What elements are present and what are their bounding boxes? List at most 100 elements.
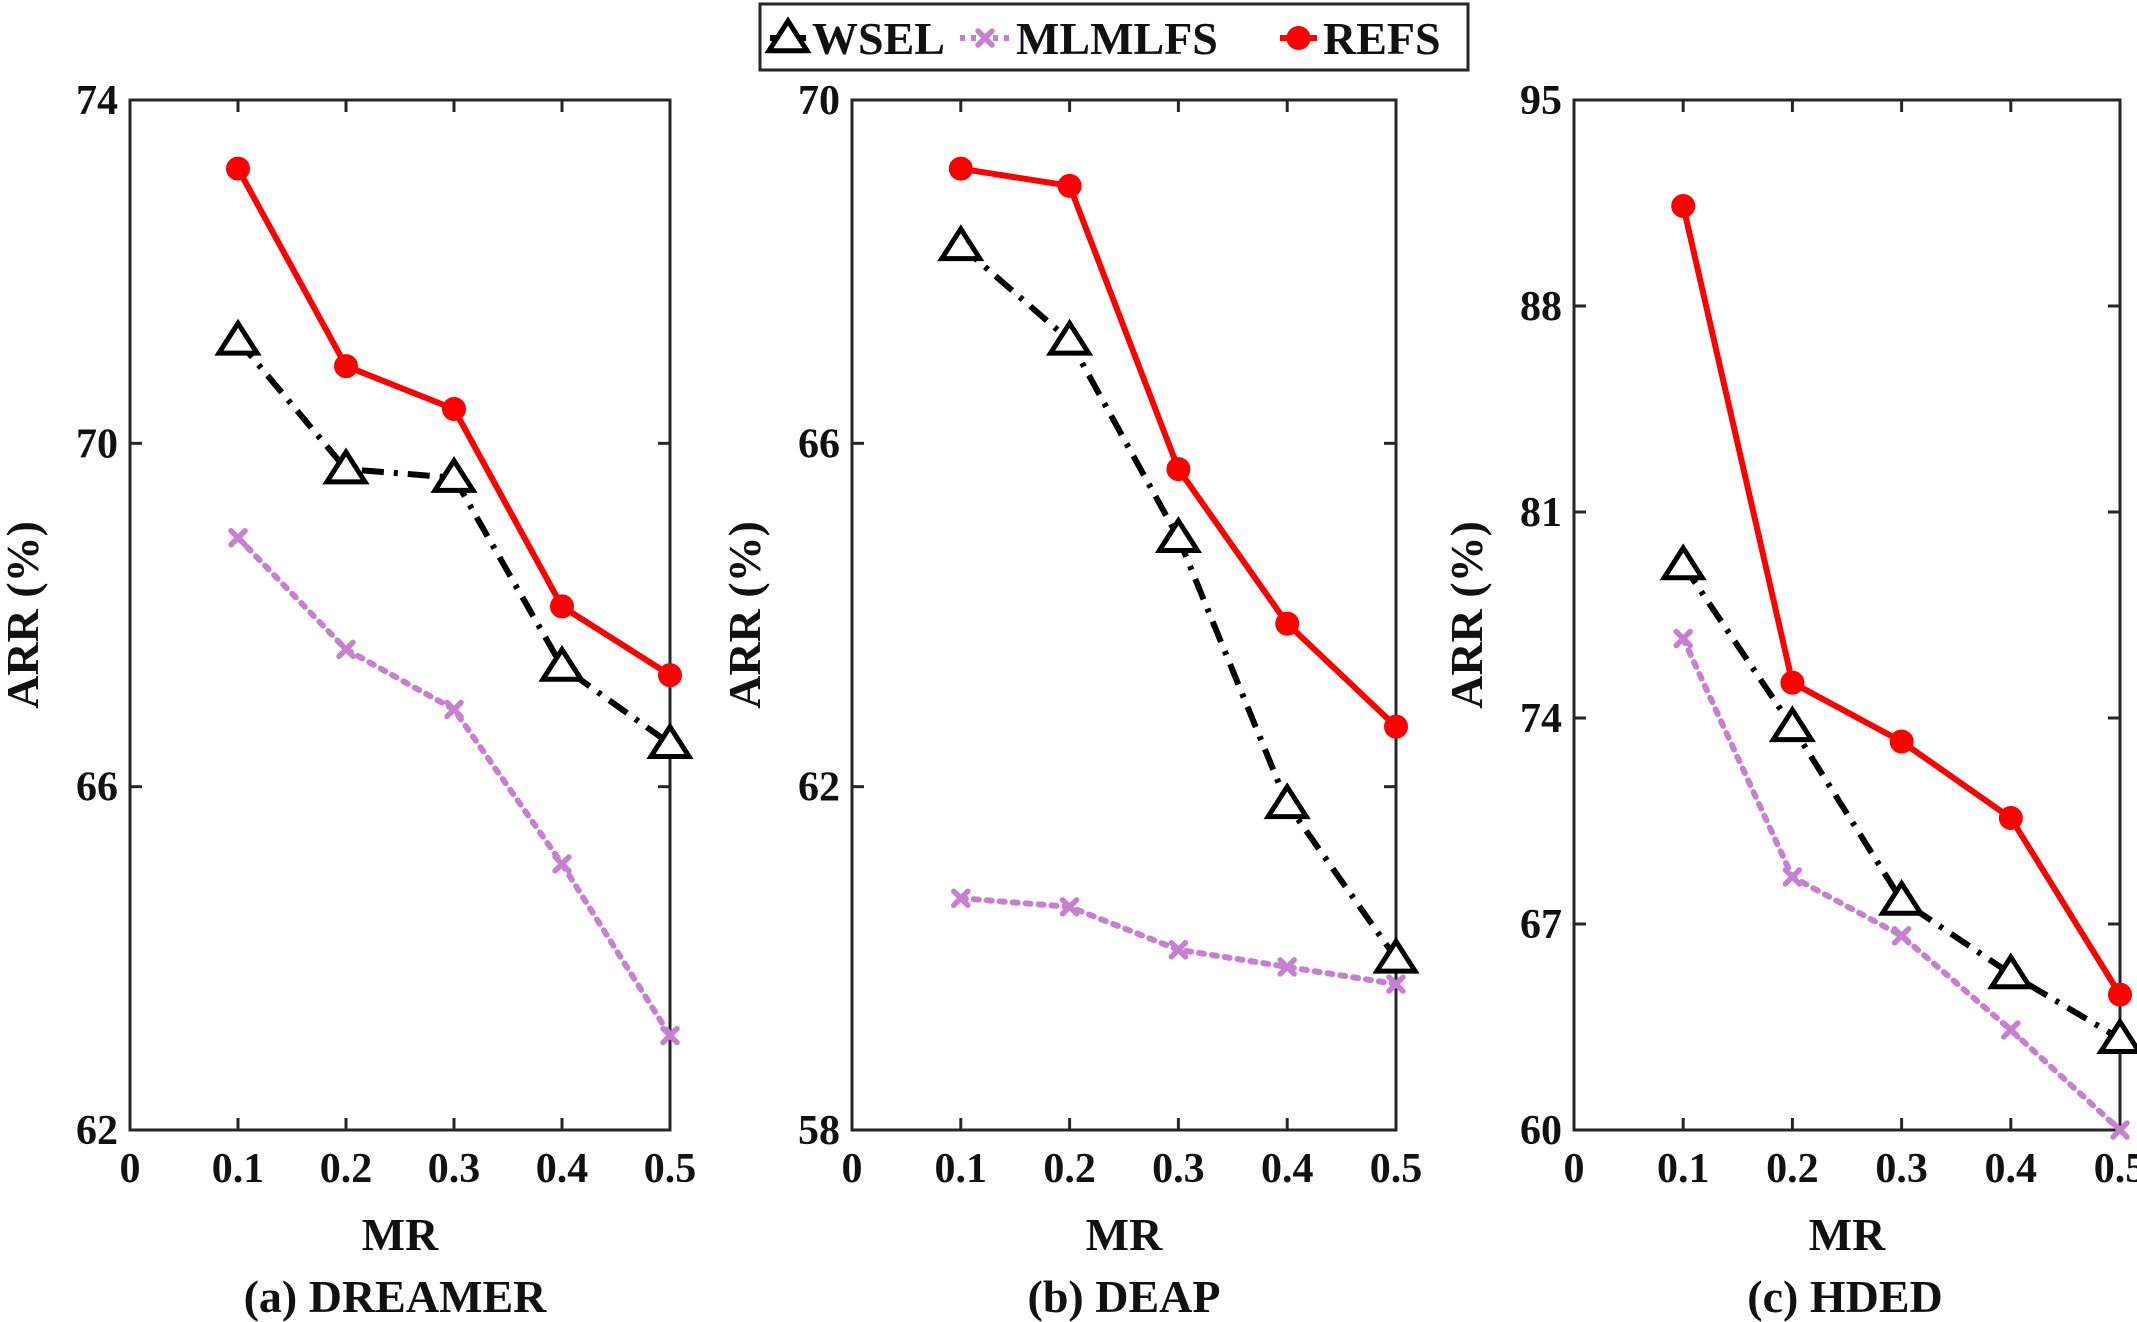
legend-label: WSEL (812, 13, 945, 64)
data-point-mlmlfs (336, 639, 356, 660)
data-point-wsel (2096, 1017, 2137, 1055)
x-axis-label: MR (1809, 1209, 1886, 1260)
data-point-refs (1998, 806, 2023, 831)
data-point-refs (226, 156, 250, 181)
data-point-mlmlfs (552, 854, 572, 874)
series-line-mlmlfs (957, 895, 1399, 988)
data-point-wsel (1372, 936, 1420, 974)
data-point-mlmlfs (2110, 1120, 2130, 1140)
data-point-refs (550, 594, 574, 619)
legend-entry-mlmlfs: MLMLFS (960, 13, 1218, 64)
data-point-wsel (1263, 782, 1311, 820)
y-tick-label: 74 (1520, 696, 1562, 742)
plot-frame (128, 98, 672, 1132)
data-point-refs (1166, 457, 1191, 482)
legend-label: MLMLFS (1016, 13, 1218, 64)
x-tick-label: 0.3 (1875, 1146, 1928, 1192)
panel-caption: (a) DREAMER (244, 1271, 548, 1322)
data-point-refs (1057, 173, 1082, 198)
data-point-mlmlfs (228, 528, 248, 548)
data-point-refs (1780, 670, 1805, 695)
y-tick-label: 62 (76, 1108, 118, 1154)
y-tick-label: 74 (76, 78, 118, 124)
y-tick-label: 70 (798, 78, 840, 124)
x-tick-label: 0.4 (536, 1146, 589, 1192)
legend-box (758, 2, 1470, 72)
series-line-wsel (958, 243, 1399, 961)
y-tick-label: 95 (1520, 78, 1562, 124)
series-wsel (1659, 543, 2137, 1055)
legend-marker (764, 16, 812, 54)
data-point-mlmlfs (1168, 940, 1189, 960)
series-line-refs (1680, 205, 2123, 997)
data-point-refs (948, 156, 973, 181)
data-point-wsel (430, 456, 478, 493)
x-tick-label: 0.3 (428, 1146, 481, 1192)
x-tick-label: 0.1 (1657, 1146, 1710, 1192)
data-point-refs (1275, 611, 1300, 636)
panel-caption: (c) HDED (1747, 1271, 1942, 1322)
y-tick-label: 81 (1520, 490, 1562, 536)
x-tick-label: 0 (120, 1146, 141, 1192)
series-wsel (214, 318, 694, 759)
series-wsel (937, 224, 1420, 974)
data-point-wsel (937, 224, 985, 262)
plot-frame (850, 98, 1398, 1132)
series-line-wsel (1680, 563, 2122, 1042)
series-mlmlfs (1673, 628, 2130, 1140)
data-point-wsel (1877, 878, 1926, 916)
legend-entry-wsel: WSEL (764, 13, 945, 64)
x-axis-label: MR (1086, 1209, 1163, 1260)
data-point-mlmlfs (660, 1025, 680, 1046)
data-point-refs (334, 354, 358, 379)
data-point-wsel (1987, 952, 2035, 990)
y-tick-label: 88 (1520, 284, 1562, 330)
x-tick-label: 0.5 (2094, 1146, 2137, 1192)
data-point-wsel (646, 722, 694, 759)
data-point-mlmlfs (1782, 867, 1803, 887)
data-point-wsel (1045, 318, 1094, 356)
data-point-mlmlfs (1673, 628, 1693, 649)
y-tick-label: 66 (798, 421, 840, 467)
x-tick-label: 0.2 (1043, 1146, 1096, 1192)
data-point-refs (1384, 714, 1408, 739)
x-tick-label: 0.4 (1985, 1146, 2038, 1192)
data-point-refs (2108, 982, 2132, 1007)
series-mlmlfs (951, 888, 1406, 994)
data-point-refs (658, 663, 682, 688)
x-tick-label: 0 (1564, 1146, 1585, 1192)
y-tick-label: 58 (798, 1108, 840, 1154)
data-point-refs (442, 397, 466, 421)
y-tick-label: 66 (76, 765, 118, 811)
series-line-mlmlfs (1680, 635, 2123, 1133)
y-tick-label: 67 (1520, 902, 1562, 948)
x-axis-label: MR (362, 1209, 439, 1260)
data-point-mlmlfs (1059, 897, 1080, 917)
data-point-mlmlfs (1386, 974, 1406, 994)
y-tick-label: 70 (76, 421, 118, 467)
x-tick-label: 0.2 (320, 1146, 373, 1192)
series-mlmlfs (228, 528, 680, 1046)
legend-entry-refs: REFS (1280, 13, 1441, 64)
y-tick-label: 62 (798, 765, 840, 811)
x-tick-label: 0.1 (212, 1146, 265, 1192)
data-point-refs (1671, 193, 1696, 218)
y-axis-label: ARR (%) (1441, 521, 1492, 709)
data-point-refs (1889, 729, 1914, 754)
data-point-wsel (538, 644, 586, 682)
legend: WSEL MLMLFS REFS (758, 2, 1470, 72)
series-line-refs (960, 165, 1399, 729)
chart-panel-2: 58 62 66 70 0 0.1 0.2 0.3 0.4 0.5 MR ARR (%) (b) DEA… (719, 78, 1422, 1322)
plot-frame (1572, 98, 2122, 1132)
x-tick-label: 0 (842, 1146, 863, 1192)
data-point-wsel (1154, 516, 1203, 553)
data-point-wsel (1768, 705, 1817, 743)
legend-label: REFS (1323, 13, 1441, 64)
data-point-wsel (1659, 543, 1707, 581)
chart-panel-1: 62 66 70 74 0 0.1 0.2 0.3 0.4 0.5 MR ARR (%) (a) DRE… (0, 78, 696, 1322)
legend-marker (1286, 26, 1311, 50)
series-refs (226, 156, 682, 688)
y-axis-label: ARR (%) (0, 521, 48, 709)
data-point-wsel (322, 447, 370, 485)
